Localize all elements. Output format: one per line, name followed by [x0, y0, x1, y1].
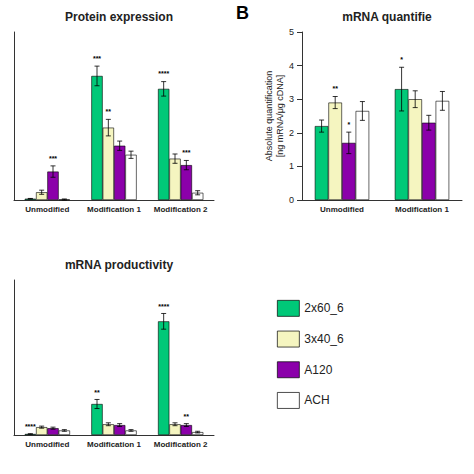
svg-text:***: ***	[182, 149, 190, 156]
svg-text:0: 0	[289, 195, 294, 205]
svg-text:**: **	[184, 413, 190, 420]
svg-text:mRNA productivity: mRNA productivity	[65, 258, 174, 272]
svg-text:2: 2	[289, 128, 294, 138]
svg-text:Unmodified: Unmodified	[25, 440, 69, 449]
svg-text:*: *	[347, 121, 350, 128]
svg-text:**: **	[94, 389, 100, 396]
svg-text:***: ***	[49, 155, 57, 162]
svg-text:Absolute quantification: Absolute quantification	[264, 71, 274, 162]
svg-text:Modification 1: Modification 1	[395, 205, 449, 214]
svg-text:ACH: ACH	[304, 393, 329, 407]
svg-text:5: 5	[289, 27, 294, 37]
svg-text:3x40_6: 3x40_6	[304, 332, 344, 346]
svg-text:Modification 2: Modification 2	[154, 205, 208, 214]
svg-text:[ng mRNA/μg cDNA]: [ng mRNA/μg cDNA]	[275, 75, 285, 158]
svg-text:Protein expression: Protein expression	[65, 10, 173, 24]
svg-text:Modification 1: Modification 1	[87, 205, 141, 214]
svg-text:***: ***	[93, 55, 101, 62]
svg-text:3: 3	[289, 94, 294, 104]
svg-text:****: ****	[158, 70, 169, 77]
svg-text:****: ****	[25, 423, 36, 430]
svg-text:*: *	[400, 56, 403, 63]
svg-text:2x60_6: 2x60_6	[304, 301, 344, 315]
svg-text:1: 1	[289, 161, 294, 171]
svg-text:Modification 2: Modification 2	[154, 440, 208, 449]
svg-text:****: ****	[158, 303, 169, 310]
svg-text:**: **	[332, 85, 338, 92]
svg-text:**: **	[106, 108, 112, 115]
svg-text:A120: A120	[304, 363, 332, 377]
svg-text:B: B	[236, 3, 249, 23]
svg-text:4: 4	[289, 61, 294, 71]
svg-text:Unmodified: Unmodified	[25, 205, 69, 214]
svg-text:Modification 1: Modification 1	[87, 440, 141, 449]
svg-text:mRNA quantifie: mRNA quantifie	[342, 10, 432, 24]
svg-text:Unmodified: Unmodified	[320, 205, 364, 214]
